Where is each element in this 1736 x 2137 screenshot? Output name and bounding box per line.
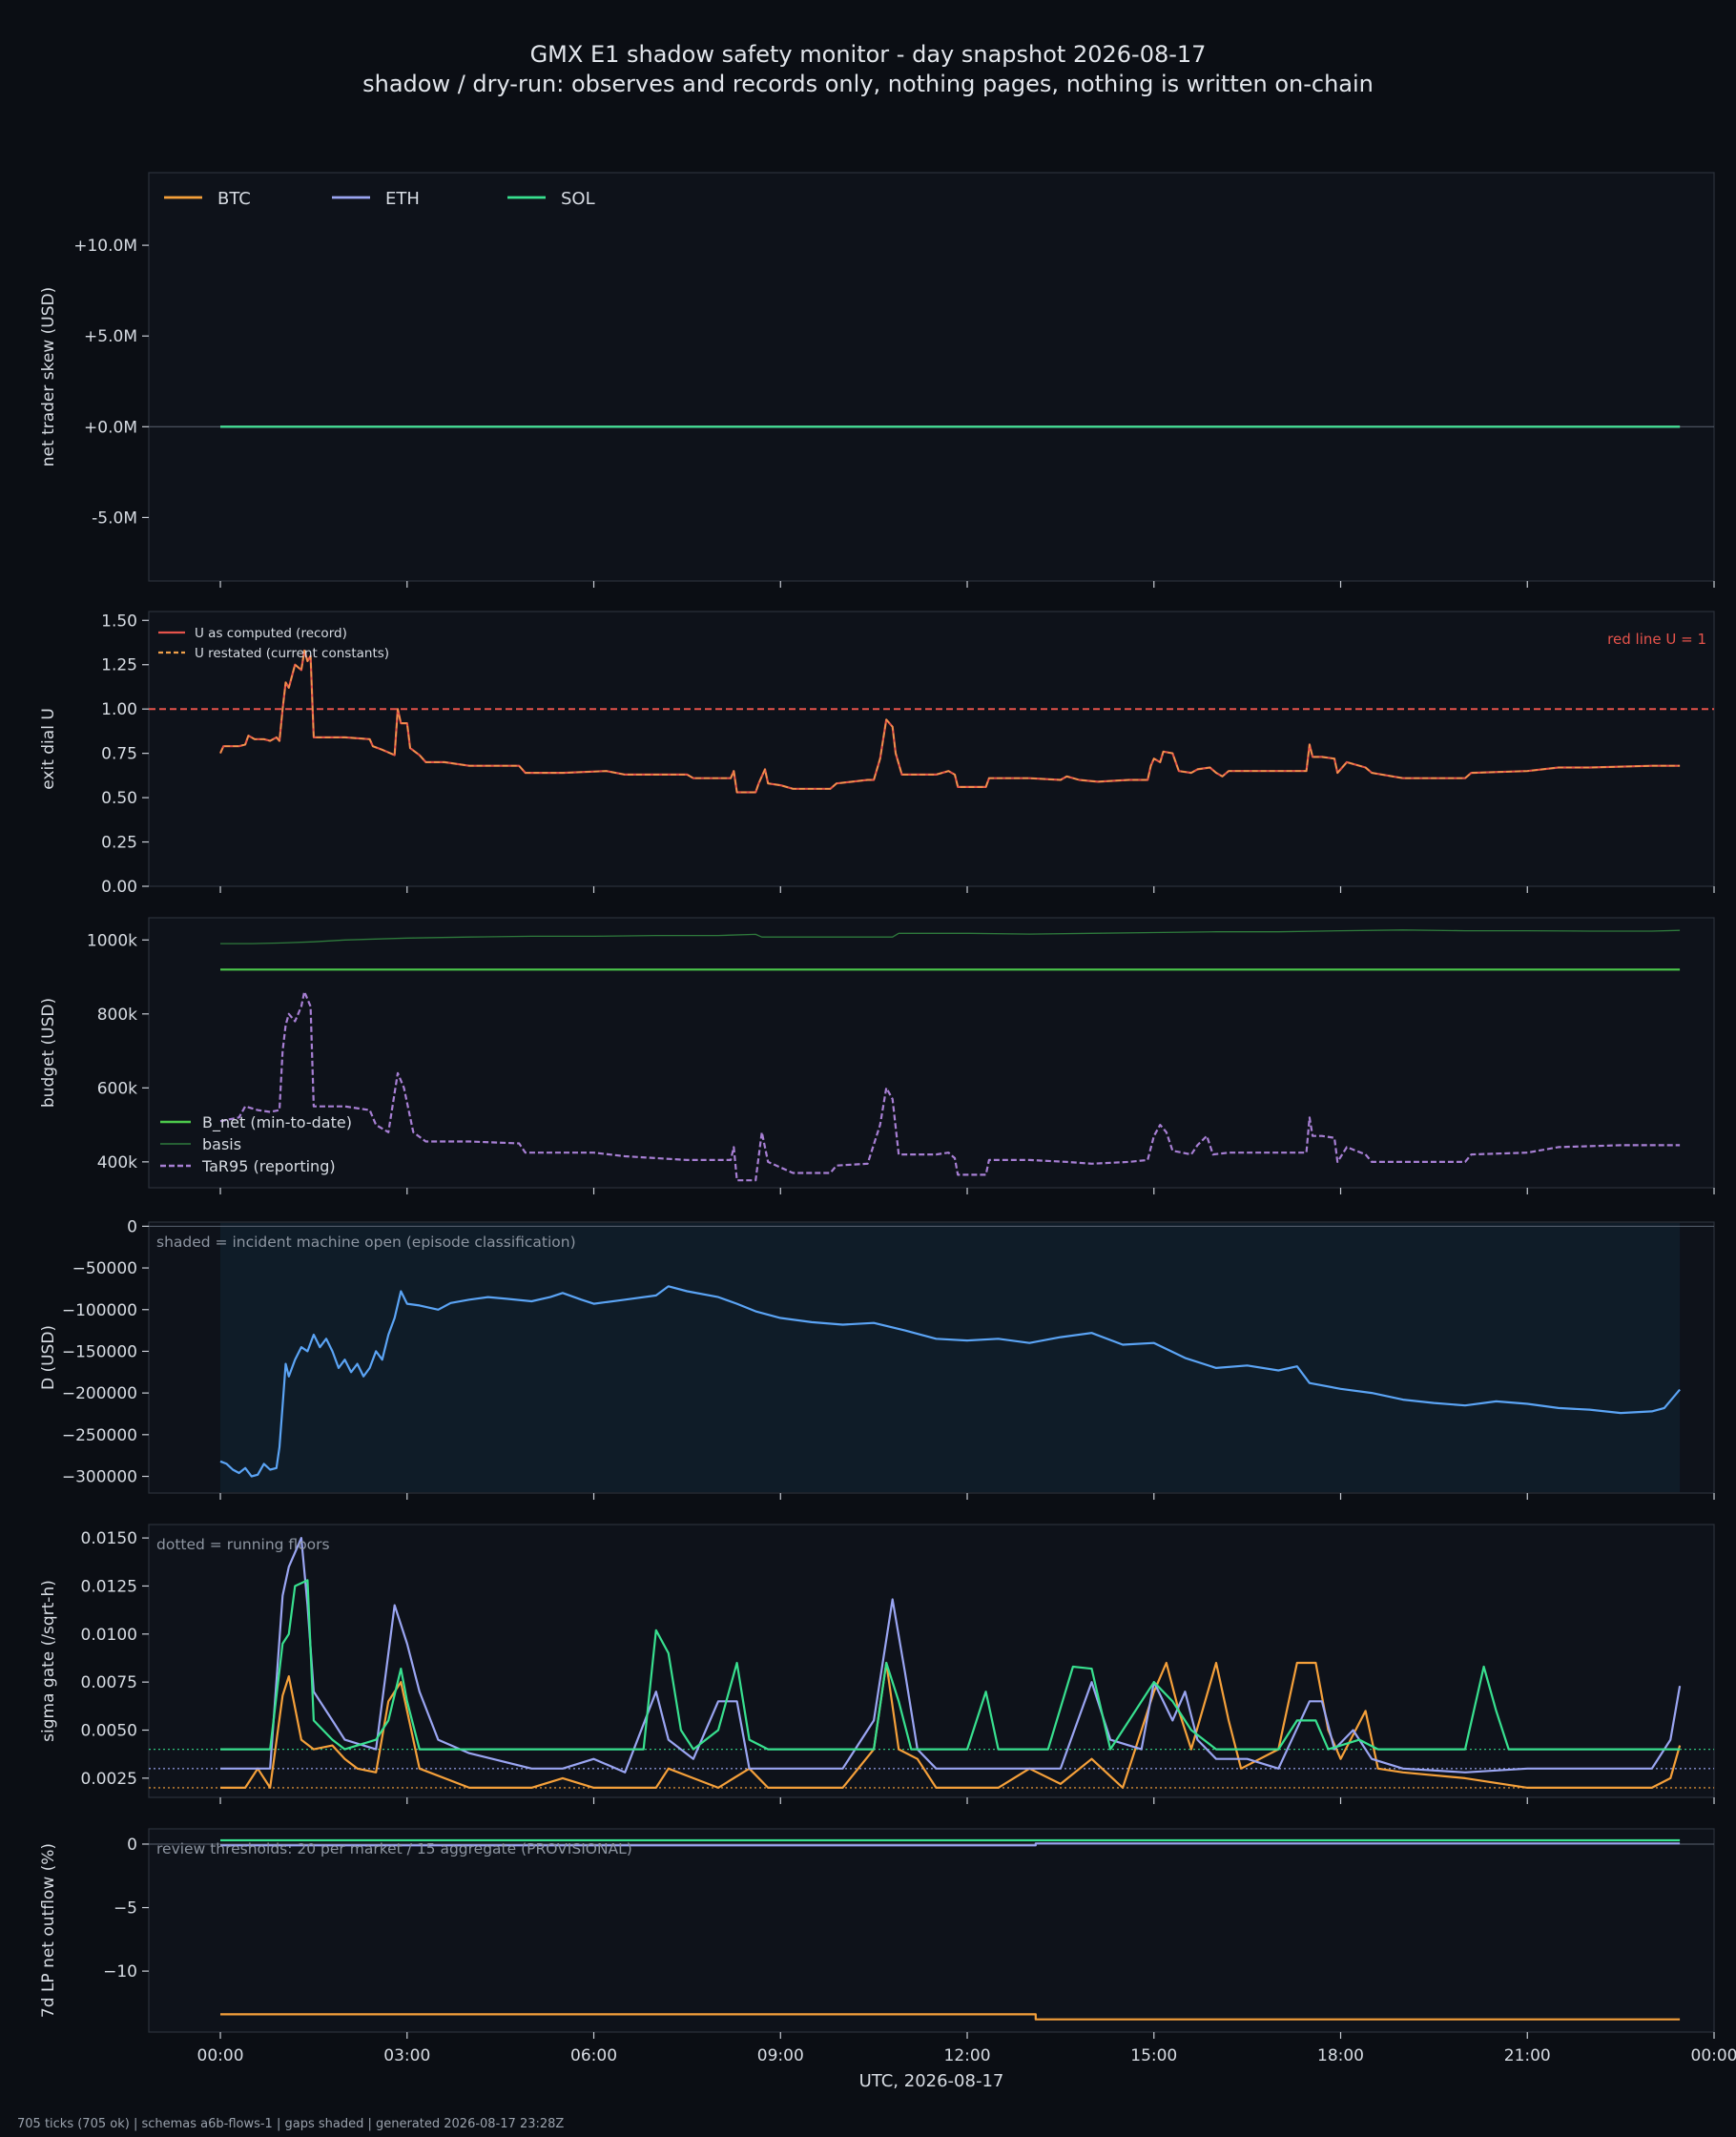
y-tick-label: 0.75: [101, 745, 137, 764]
y-tick-label: +5.0M: [84, 327, 137, 346]
y-axis-label: D (USD): [39, 1325, 58, 1390]
series-line-basis: [220, 929, 1681, 944]
y-tick-label: 0.0075: [81, 1673, 137, 1692]
chart-subtitle: shadow / dry-run: observes and records o…: [362, 71, 1374, 97]
series-line-d: [219, 1285, 1681, 1478]
panel-3: 400k 600k 800k 1000k budget (USD) B_net (min-…: [39, 917, 1715, 1194]
panel-annotation: review thresholds: 20 per market / 15 ag…: [156, 1840, 632, 1857]
y-tick-label: +0.0M: [84, 418, 137, 437]
legend-label: ETH: [385, 189, 420, 209]
series-line-eth: [220, 1842, 1681, 1847]
y-tick-label: 400k: [97, 1153, 137, 1172]
panel-frame: [148, 917, 1715, 1189]
chart-title: GMX E1 shadow safety monitor - day snaps…: [529, 41, 1207, 68]
legend-label: SOL: [561, 189, 595, 209]
y-tick-label: −300000: [62, 1468, 137, 1487]
panel-4: 0 −50000 −100000 −150000 −200000 −250000 −3000…: [39, 1217, 1715, 1500]
panel-6: 0 −5 −10 7d LP net outflow (%) review thresh…: [39, 1828, 1715, 2039]
y-axis-label: exit dial U: [39, 708, 58, 790]
y-axis-label: sigma gate (/sqrt-h): [39, 1580, 58, 1742]
legend-label: U as computed (record): [195, 626, 347, 641]
y-tick-label: 1.00: [101, 700, 137, 719]
x-tick-label: 15:00: [1130, 2046, 1177, 2065]
legend-label: B_net (min-to-date): [202, 1113, 352, 1132]
y-tick-label: 1.50: [101, 612, 137, 631]
x-tick-label: 12:00: [944, 2046, 991, 2065]
panel-1: -5.0M +0.0M +5.0M +10.0M net trader skew (US…: [39, 172, 1715, 588]
y-tick-label: 0.0050: [81, 1722, 137, 1741]
y-tick-label: −150000: [62, 1342, 137, 1361]
x-tick-label: 00:00: [1691, 2046, 1736, 2065]
series-line-u-restated-current-constants-: [219, 650, 1681, 794]
series-line-btc: [220, 2013, 1681, 2021]
x-tick-label: 06:00: [570, 2046, 617, 2065]
panel-frame: [148, 1828, 1715, 2033]
y-tick-label: −200000: [62, 1384, 137, 1403]
y-tick-label: 1.25: [101, 656, 137, 675]
x-tick-label: 00:00: [197, 2046, 244, 2065]
series-group: [220, 1838, 1681, 2021]
legend-label: TaR95 (reporting): [201, 1157, 336, 1175]
y-tick-label: -5.0M: [92, 508, 137, 528]
y-tick-label: 0.00: [101, 878, 137, 897]
y-tick-label: 0: [127, 1217, 137, 1236]
incident-shaded-region: [220, 1223, 1681, 1492]
y-tick-label: 0.0125: [81, 1577, 137, 1596]
panel-annotation: shaded = incident machine open (episode …: [156, 1234, 576, 1251]
series-line-tar95-reporting-: [219, 990, 1681, 1182]
y-tick-label: 0: [127, 1836, 137, 1855]
footer-status: 705 ticks (705 ok) | schemas a6b-flows-1…: [17, 2117, 565, 2131]
legend-label: U restated (current constants): [195, 646, 389, 661]
legend-label: basis: [202, 1135, 241, 1153]
x-tick-label: 03:00: [383, 2046, 430, 2065]
y-tick-label: 0.25: [101, 834, 137, 853]
y-tick-label: 600k: [97, 1079, 137, 1098]
y-axis-label: 7d LP net outflow (%): [39, 1843, 58, 2018]
x-tick-label: 09:00: [757, 2046, 804, 2065]
x-axis-label: UTC, 2026-08-17: [859, 2071, 1004, 2091]
y-tick-label: −10: [103, 1962, 137, 1981]
panel-5: 0.0025 0.0050 0.0075 0.0100 0.0125 0.0150 sigm…: [39, 1524, 1715, 1804]
panel-annotation: dotted = running floors: [156, 1536, 330, 1553]
red-line-label: red line U = 1: [1607, 631, 1706, 648]
y-tick-label: 0.50: [101, 789, 137, 808]
series-group: [219, 929, 1681, 1182]
y-axis-label: budget (USD): [39, 998, 58, 1108]
series-group: [219, 1285, 1681, 1478]
y-tick-label: 0.0150: [81, 1529, 137, 1548]
y-tick-label: +10.0M: [73, 237, 137, 256]
series-line-btc: [220, 1661, 1682, 1789]
series-line-eth: [220, 1537, 1682, 1774]
panel-frame: [148, 172, 1715, 582]
series-group: [218, 649, 1681, 794]
y-tick-label: −250000: [62, 1426, 137, 1445]
y-tick-label: 0.0100: [81, 1626, 137, 1645]
y-tick-label: 1000k: [87, 931, 137, 950]
y-tick-label: −50000: [72, 1259, 137, 1278]
panel-frame: [148, 1524, 1715, 1798]
panel-2: red line U = 1 0.00 0.25 0.50 0.75 1.00 1.25 1.…: [39, 611, 1715, 897]
x-tick-label: 18:00: [1317, 2046, 1364, 2065]
y-tick-label: −5: [114, 1899, 137, 1919]
x-tick-label: 21:00: [1504, 2046, 1551, 2065]
series-group: [220, 1537, 1682, 1789]
y-axis-label: net trader skew (USD): [39, 287, 58, 467]
y-tick-label: −100000: [62, 1301, 137, 1320]
series-line-sol: [220, 1579, 1681, 1751]
y-tick-label: 800k: [97, 1006, 137, 1025]
legend-label: BTC: [217, 189, 251, 209]
y-tick-label: 0.0025: [81, 1770, 137, 1789]
